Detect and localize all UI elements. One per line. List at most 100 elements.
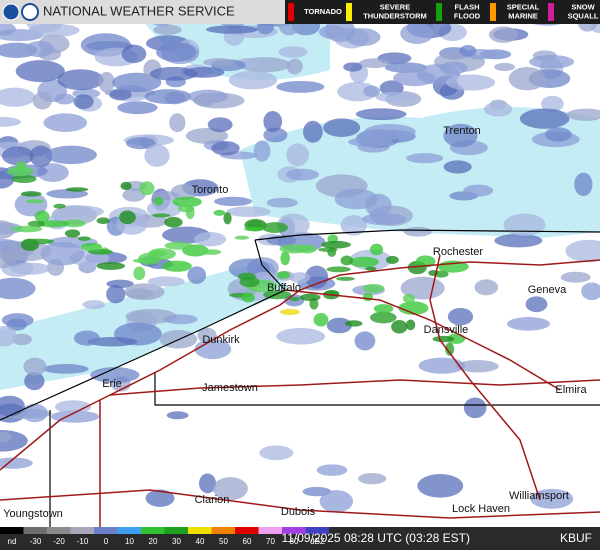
echo: [303, 120, 323, 143]
warning-swatch: [490, 3, 496, 21]
echo: [385, 255, 399, 264]
echo: [344, 320, 363, 327]
echo: [488, 26, 519, 43]
echo: [14, 192, 48, 217]
echo: [11, 174, 37, 184]
timestamp: 11/09/2025 08:28 UTC (03:28 EST): [281, 531, 470, 545]
echo: [400, 22, 434, 44]
echo: [96, 262, 126, 270]
echo: [64, 229, 81, 238]
scale-label: -30: [30, 537, 42, 546]
echo: [494, 62, 515, 72]
echo: [525, 296, 548, 313]
city-label: Rochester: [433, 246, 483, 258]
warning-label: FLASH: [455, 2, 480, 11]
echo: [213, 209, 226, 216]
echo: [170, 184, 198, 200]
echo: [519, 108, 570, 129]
warning-label: SNOW: [571, 2, 595, 11]
echo: [29, 145, 53, 168]
echo: [32, 92, 53, 110]
echo: [266, 197, 298, 208]
echo: [581, 282, 600, 301]
echo: [153, 24, 182, 35]
echo: [226, 206, 271, 218]
echo: [198, 473, 217, 494]
echo: [326, 317, 352, 334]
echo: [11, 225, 43, 233]
border-line: [254, 229, 600, 241]
warning-label: TORNADO: [304, 7, 342, 16]
echo: [324, 18, 356, 43]
echo: [120, 181, 132, 191]
scale-label: 50: [219, 537, 228, 546]
echo: [566, 108, 600, 121]
echo: [147, 276, 185, 287]
echo: [445, 342, 455, 356]
echo: [206, 25, 258, 34]
echo: [483, 101, 513, 117]
city-label: Dunkirk: [202, 334, 240, 346]
warning-swatch: [548, 3, 554, 21]
echo: [0, 87, 36, 107]
echo: [289, 297, 300, 302]
echo: [172, 196, 202, 208]
echo: [574, 172, 593, 196]
echo: [316, 464, 348, 476]
echo: [253, 140, 271, 162]
echo: [319, 490, 354, 513]
echo: [149, 66, 198, 81]
echo: [122, 188, 146, 202]
scale-label: 40: [196, 537, 205, 546]
city-label: Lock Haven: [452, 503, 510, 515]
echo: [415, 255, 436, 268]
scale-swatch: [23, 527, 47, 534]
echo: [119, 210, 136, 225]
echo: [289, 272, 311, 284]
echo: [418, 357, 466, 374]
echo: [5, 240, 52, 262]
echo: [276, 80, 325, 93]
echo: [96, 217, 110, 225]
echo: [50, 410, 100, 423]
scale-label: 60: [243, 537, 252, 546]
echo: [82, 300, 106, 309]
scale-swatch: [235, 527, 259, 534]
echo: [80, 242, 103, 252]
echo: [446, 74, 496, 91]
echo: [241, 292, 256, 303]
warning-label: FLOOD: [454, 11, 481, 20]
scale-swatch: [70, 527, 94, 534]
echo: [447, 308, 474, 326]
echo: [343, 62, 363, 72]
echo: [474, 279, 499, 296]
echo: [194, 339, 232, 360]
warning-label: SPECIAL: [507, 2, 540, 11]
echo: [286, 143, 310, 167]
echo: [193, 232, 227, 247]
border-line: [154, 372, 600, 406]
echo: [259, 445, 294, 461]
echo: [148, 248, 176, 260]
echo: [223, 212, 232, 225]
echo: [286, 58, 303, 75]
scale-swatch: [94, 527, 118, 534]
echo: [154, 196, 164, 206]
echo: [211, 141, 240, 156]
echo: [169, 113, 186, 133]
echo: [164, 241, 193, 250]
echo: [544, 127, 572, 142]
echo: [285, 168, 319, 181]
echo: [459, 45, 477, 57]
echo: [276, 328, 326, 345]
echo: [443, 123, 478, 148]
echo: [340, 215, 367, 236]
echo: [299, 293, 321, 302]
city-label: Erie: [102, 378, 122, 390]
warning-label: SQUALL: [568, 11, 599, 20]
warning-swatch: [436, 3, 442, 21]
echo: [503, 213, 546, 237]
echo: [164, 216, 183, 228]
echo: [0, 325, 17, 347]
